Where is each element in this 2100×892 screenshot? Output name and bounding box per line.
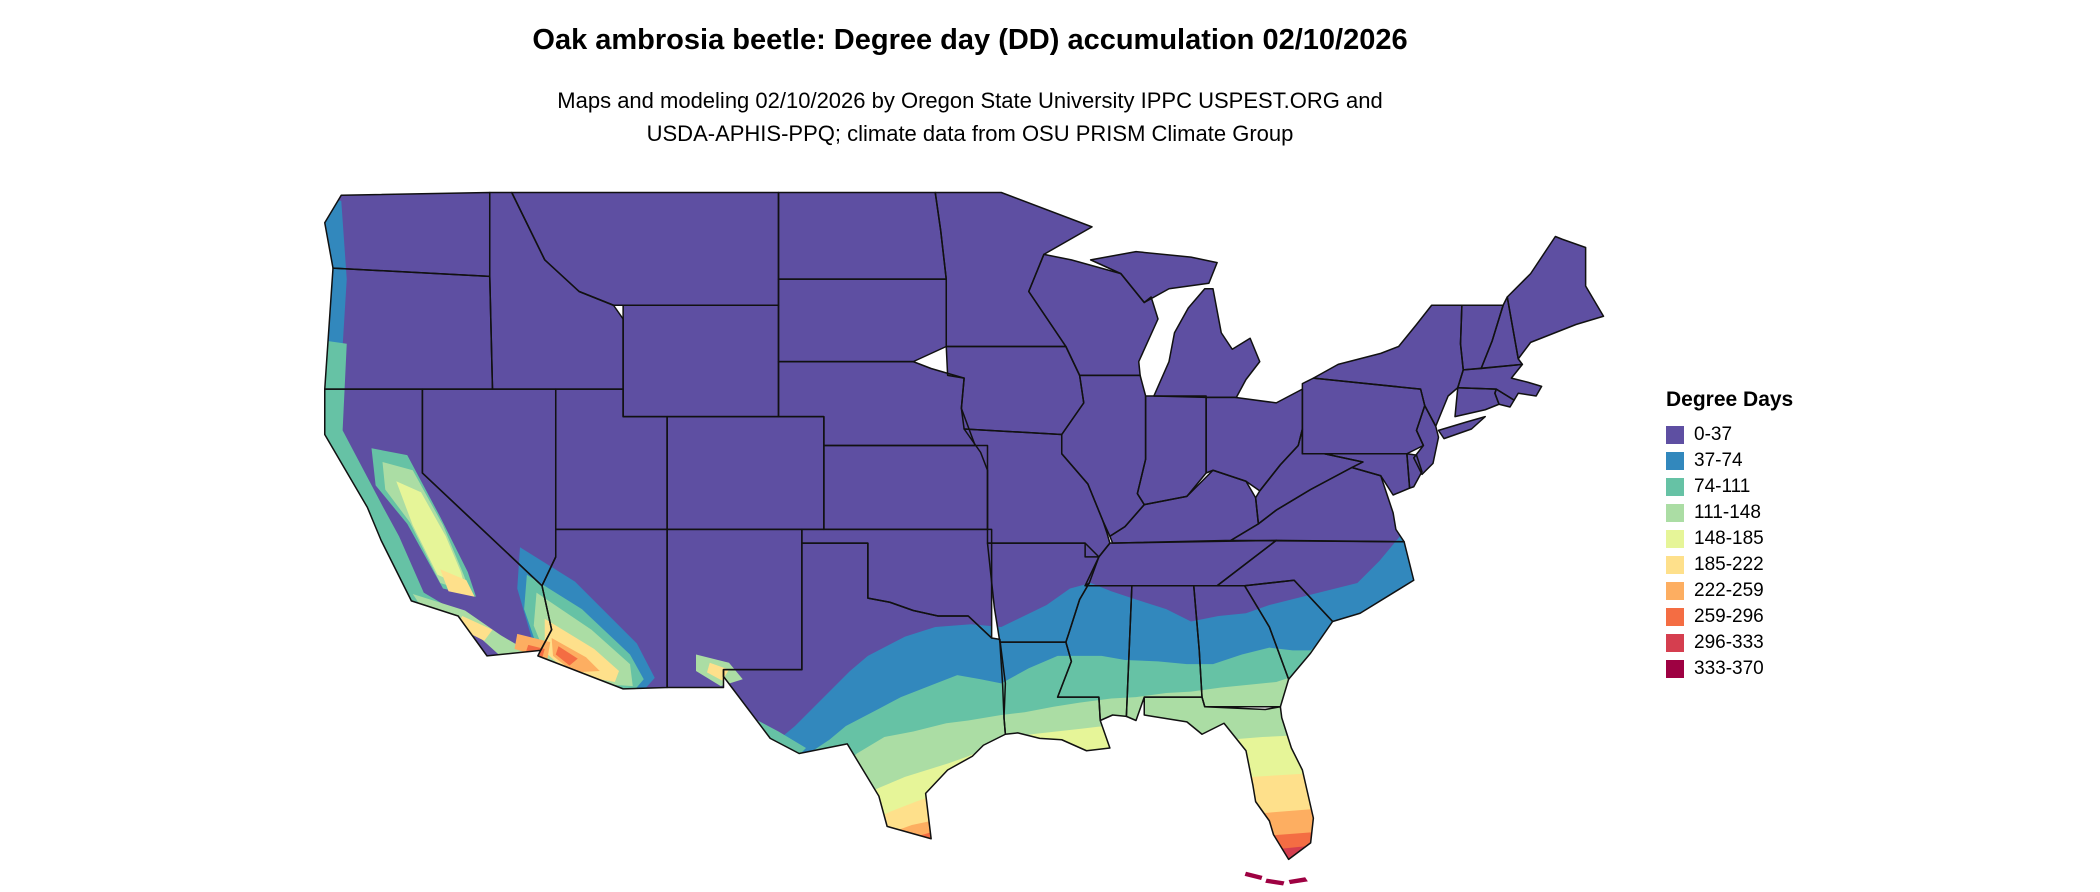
legend-swatch [1666, 504, 1684, 522]
legend-item: 259-296 [1666, 604, 1886, 630]
plot-subtitle-line1: Maps and modeling 02/10/2026 by Oregon S… [557, 88, 1383, 113]
state-border [1216, 539, 1415, 623]
state-border [1205, 388, 1304, 492]
state-border [801, 528, 993, 639]
legend-label: 259-296 [1694, 606, 1764, 627]
legend-swatch [1666, 478, 1684, 496]
legend-item: 37-74 [1666, 448, 1886, 474]
us-degree-day-map [300, 176, 1620, 891]
legend-label: 111-148 [1694, 502, 1761, 523]
degree-day-zone [1270, 845, 1312, 860]
degree-day-zone [899, 831, 936, 860]
legend-label: 222-259 [1694, 580, 1764, 601]
map-legend: Degree Days 0-37 37-74 74-111 111-148 148-18… [1666, 388, 1886, 682]
state-border [1153, 287, 1261, 399]
legend-label: 37-74 [1694, 450, 1743, 471]
state-border [777, 360, 976, 447]
state-border [1437, 415, 1487, 440]
legend-item: 111-148 [1666, 500, 1886, 526]
state-border [1143, 696, 1315, 861]
legend-label: 185-222 [1694, 554, 1764, 575]
legend-swatch [1666, 452, 1684, 470]
degree-day-zone [847, 794, 947, 860]
legend-swatch [1666, 530, 1684, 548]
state-border [1406, 452, 1423, 489]
degree-day-zone [456, 616, 493, 641]
state-border [1454, 386, 1500, 418]
legend-swatch [1666, 634, 1684, 652]
legend-title: Degree Days [1666, 388, 1794, 411]
base-degree-day-zone [324, 192, 1604, 860]
degree-day-zone [440, 569, 475, 597]
legend-label: 0-37 [1694, 424, 1733, 445]
legend-label: 148-185 [1694, 528, 1764, 549]
legend-item: 148-185 [1666, 526, 1886, 552]
legend-item: 74-111 [1666, 474, 1886, 500]
plot-subtitle: Maps and modeling 02/10/2026 by Oregon S… [0, 84, 1940, 150]
plot-subtitle-line2: USDA-APHIS-PPQ; climate data from OSU PR… [646, 121, 1294, 146]
legend-swatch [1666, 608, 1684, 626]
legend-item: 222-259 [1666, 578, 1886, 604]
legend-label: 333-370 [1694, 658, 1764, 679]
plot-title: Oak ambrosia beetle: Degree day (DD) acc… [532, 24, 1408, 56]
florida-keys [1244, 871, 1308, 886]
state-border [1412, 404, 1440, 476]
legend-label: 296-333 [1694, 632, 1764, 653]
state-border [1060, 374, 1147, 538]
legend-swatch [1666, 660, 1684, 678]
legend-label: 74-111 [1694, 476, 1751, 497]
legend-item: 333-370 [1666, 656, 1886, 682]
degree-day-zone [555, 646, 578, 666]
degree-day-zone [396, 481, 465, 588]
legend-swatch [1666, 582, 1684, 600]
legend-item: 185-222 [1666, 552, 1886, 578]
state-border [1089, 250, 1218, 304]
state-border [1506, 235, 1605, 360]
us-map-svg [323, 191, 1605, 886]
state-borders [323, 191, 1605, 861]
legend-item: 0-37 [1666, 422, 1886, 448]
state-border [1027, 253, 1159, 377]
degree-day-zone [920, 838, 933, 849]
legend-swatch [1666, 426, 1684, 444]
legend-item: 296-333 [1666, 630, 1886, 656]
legend-items: 0-37 37-74 74-111 111-148 148-185 185-222 222-… [1666, 422, 1886, 682]
legend-swatch [1666, 556, 1684, 574]
degree-day-raster [324, 192, 1604, 860]
degree-day-zone [551, 638, 600, 673]
